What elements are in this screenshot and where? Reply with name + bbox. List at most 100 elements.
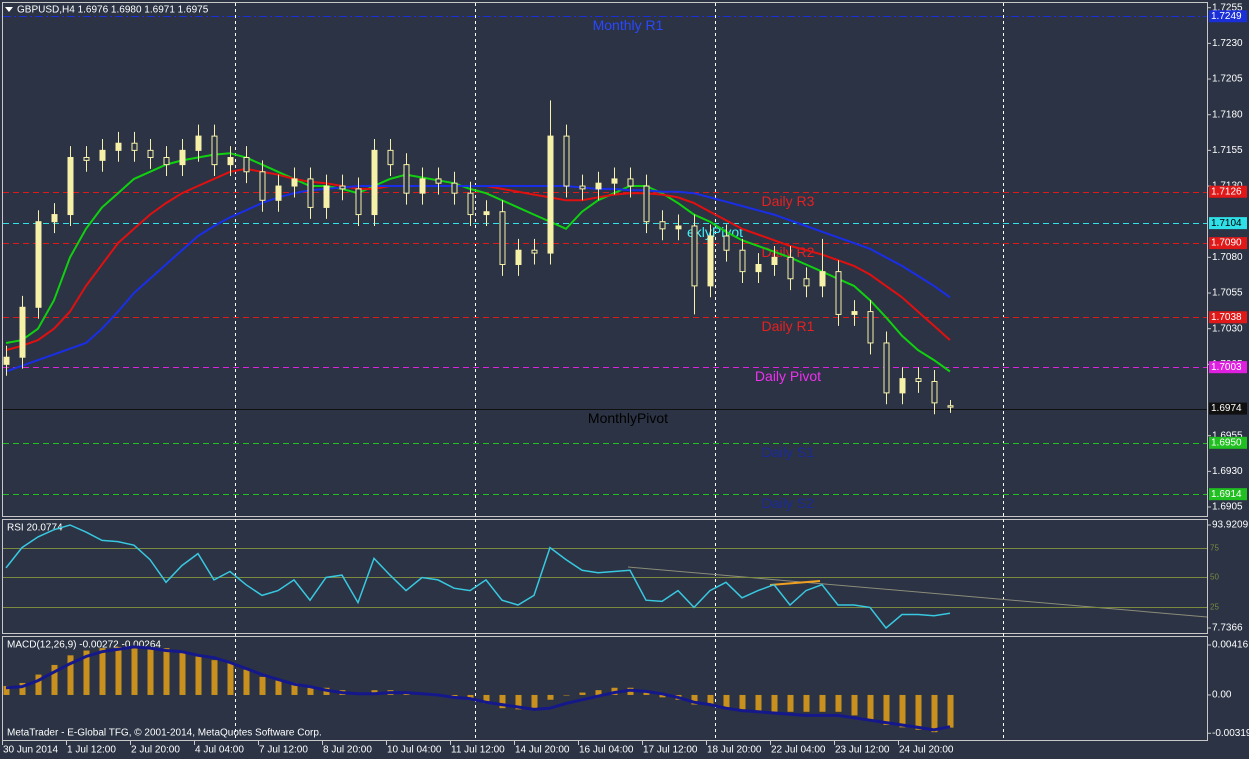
candle-body <box>243 156 250 173</box>
pivot-label: MonthlyPivot <box>588 410 668 426</box>
candle-body <box>531 249 538 254</box>
histogram-bar <box>19 682 26 695</box>
histogram-bar <box>227 662 234 695</box>
x-tick-label: 18 Jul 20:00 <box>707 745 762 756</box>
histogram-bar <box>259 676 266 695</box>
rsi-level-label: 25 <box>1210 603 1219 612</box>
candle-body <box>51 214 58 223</box>
histogram-bar <box>83 650 90 695</box>
y-tick-label: 1.7055 <box>1212 288 1243 299</box>
rsi-line <box>5 524 951 630</box>
histogram-bar <box>771 694 778 712</box>
candle-body <box>339 185 346 190</box>
candle-body <box>611 178 618 184</box>
macd-title: MACD(12,26,9) -0.00272 -0.00264 <box>7 640 161 651</box>
histogram-bar <box>483 694 490 704</box>
candle-body <box>867 311 874 344</box>
histogram-bar <box>67 655 74 695</box>
x-tick-label: 2 Jul 20:00 <box>131 745 180 756</box>
pivot-label: Daily R3 <box>762 193 815 209</box>
rsi-level-label: 75 <box>1210 544 1219 553</box>
price-box-label: 1.6914 <box>1211 489 1242 500</box>
histogram-bar <box>499 694 506 709</box>
candle-body <box>547 135 554 254</box>
rsi-trendline <box>769 580 821 586</box>
candle-body <box>835 271 842 315</box>
y-tick-label: 93.9209 <box>1212 520 1249 531</box>
histogram-bar <box>595 690 602 695</box>
candle-body <box>771 256 778 265</box>
menu-arrow[interactable] <box>5 7 13 12</box>
histogram-bar <box>787 694 794 712</box>
rsi-panel <box>2 519 1208 634</box>
copyright: MetaTrader - E-Global TFG, © 2001-2014, … <box>7 728 322 739</box>
y-tick-label: 0.00 <box>1212 690 1232 701</box>
candle-body <box>627 178 634 187</box>
chart-header: GBPUSD,H4 1.6976 1.6980 1.6971 1.6975 <box>17 5 209 16</box>
candle-body <box>387 149 394 166</box>
candle-body <box>211 135 218 166</box>
candle-body <box>691 225 698 287</box>
y-tick-label: 1.7230 <box>1212 38 1243 49</box>
histogram-bar <box>547 694 554 700</box>
candle-body <box>371 149 378 216</box>
x-tick-label: 16 Jul 04:00 <box>579 745 634 756</box>
x-tick-label: 1 Jul 12:00 <box>67 745 116 756</box>
histogram-bar <box>659 694 666 698</box>
histogram-bar <box>723 694 730 709</box>
pivot-label: Daily Pivot <box>755 368 821 384</box>
histogram-bar <box>739 694 746 710</box>
histogram-bar <box>291 682 298 695</box>
histogram-bar <box>307 687 314 695</box>
candle-body <box>67 156 74 216</box>
candle-body <box>915 378 922 382</box>
candle-body <box>19 306 26 358</box>
x-tick-label: 23 Jul 12:00 <box>835 745 890 756</box>
price-box-label: 1.6950 <box>1211 437 1242 448</box>
histogram-bar <box>211 660 218 695</box>
price-box-label: 1.7249 <box>1211 11 1242 22</box>
moving-average <box>5 185 951 373</box>
histogram-bar <box>51 664 58 695</box>
panel-frames <box>2 2 1208 741</box>
candle-body <box>35 221 42 308</box>
price-box <box>1209 311 1247 324</box>
x-tick-label: 17 Jul 12:00 <box>643 745 698 756</box>
price-box <box>1209 237 1247 250</box>
y-tick-label: 1.7155 <box>1212 145 1243 156</box>
histogram-bar <box>563 694 570 696</box>
histogram-bar <box>867 694 874 721</box>
candle-body <box>115 142 122 151</box>
candle-body <box>787 256 794 280</box>
candle-body <box>723 235 730 251</box>
pivot-label: Daily S2 <box>762 495 814 511</box>
x-tick-label: 22 Jul 04:00 <box>771 745 826 756</box>
pivot-label: Daily R1 <box>762 318 815 334</box>
x-tick-label: 7 Jul 12:00 <box>259 745 308 756</box>
x-tick-label: 4 Jul 04:00 <box>195 745 244 756</box>
pivot-label: Daily S1 <box>762 444 814 460</box>
candle-body <box>499 211 506 265</box>
y-tick-label: 1.7180 <box>1212 109 1243 120</box>
candle-body <box>435 178 442 184</box>
candle-body <box>707 235 714 287</box>
period-separators <box>235 3 1004 740</box>
price-box-label: 1.7038 <box>1211 312 1242 323</box>
x-tick-label: 11 Jul 12:00 <box>451 745 505 756</box>
histogram-bar <box>819 694 826 712</box>
candle-body <box>563 135 570 187</box>
rsi-trendline <box>627 566 1208 618</box>
candle-body <box>355 188 362 216</box>
candle-body <box>851 311 858 315</box>
histogram-bar <box>35 674 42 695</box>
candle-body <box>931 380 938 404</box>
price-panel <box>2 2 1208 517</box>
histogram-bar <box>707 694 714 705</box>
histogram-bar <box>147 646 154 695</box>
candle-body <box>451 182 458 194</box>
candle-body <box>195 135 202 151</box>
candle-body <box>947 405 954 408</box>
